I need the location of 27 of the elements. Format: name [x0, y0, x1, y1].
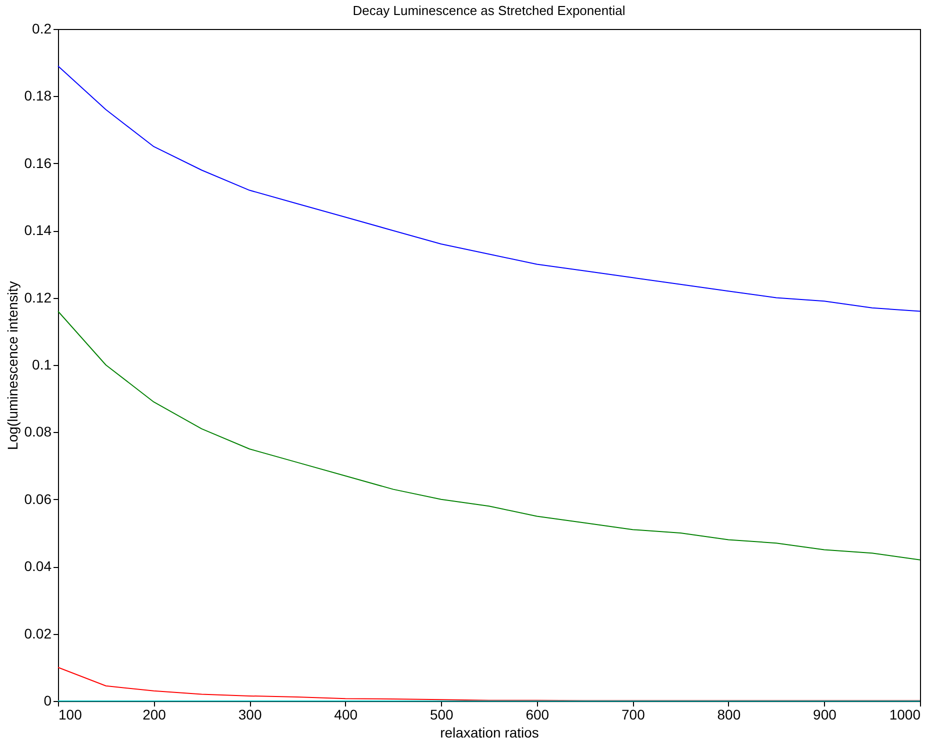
y-tick-label: 0.2 [32, 20, 52, 36]
y-tick-label: 0.16 [24, 154, 52, 171]
chart-title: Decay Luminescence as Stretched Exponential [352, 3, 626, 18]
x-tick-label: 300 [238, 706, 262, 722]
x-tick-label: 600 [526, 706, 550, 722]
x-tick-label: 700 [621, 706, 646, 722]
x-tick-label: 500 [430, 706, 454, 722]
y-tick-label: 0.08 [24, 424, 52, 440]
x-tick-label: 400 [334, 706, 358, 722]
y-tick-label: 0.04 [24, 558, 52, 574]
x-axis-title: relaxation ratios [440, 724, 539, 740]
y-axis-title: Log(luminescence intensity [4, 281, 20, 450]
x-tick-label: 1000 [889, 706, 921, 722]
y-tick-label: 0.1 [32, 356, 52, 372]
line-series [58, 310, 920, 560]
x-tick-label: 800 [717, 706, 741, 722]
y-tick-label: 0.02 [24, 625, 52, 642]
y-tick-label: 0.12 [24, 289, 52, 306]
x-tick-label: 200 [142, 706, 166, 722]
y-tick-label: 0.14 [24, 222, 52, 238]
y-tick-label: 0 [44, 692, 52, 708]
y-tick-label: 0.06 [24, 490, 52, 507]
line-series [58, 65, 920, 312]
x-tick-label: 900 [813, 706, 837, 722]
y-tick-label: 0.18 [24, 88, 52, 104]
x-tick-label: 100 [58, 706, 82, 722]
line-series [58, 666, 920, 702]
